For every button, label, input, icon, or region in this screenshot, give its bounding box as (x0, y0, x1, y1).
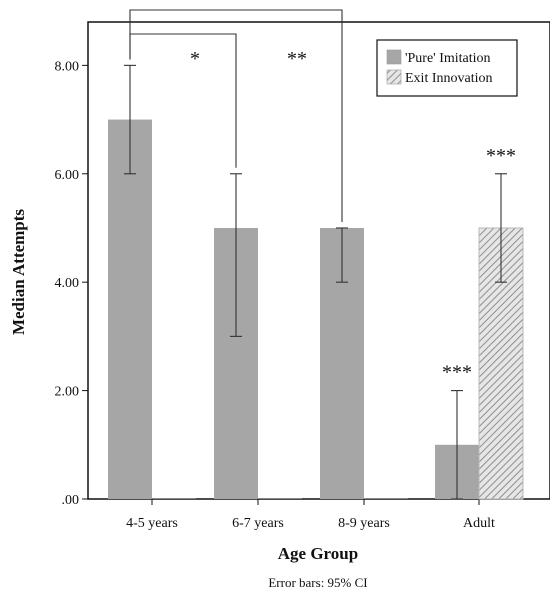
error-bar-footnote: Error bars: 95% CI (268, 575, 367, 590)
y-tick-label: 2.00 (55, 385, 80, 400)
x-tick-label: 6-7 years (232, 516, 284, 531)
bar-pure-imitation (108, 120, 152, 499)
significance-label: ** (287, 48, 307, 70)
x-tick-label: 8-9 years (338, 516, 390, 531)
y-tick-label: 8.00 (55, 59, 80, 74)
y-tick-label: 4.00 (55, 276, 80, 291)
y-axis-title: Median Attempts (9, 209, 28, 335)
legend-swatch (387, 50, 401, 64)
significance-label: *** (486, 145, 516, 167)
y-tick-label: .00 (62, 493, 80, 508)
significance-label: *** (442, 362, 472, 384)
legend-swatch (387, 70, 401, 84)
plot-area: .00 2.00 4.00 6.00 8.00 4-5 years 6-7 years 8-9… (55, 10, 550, 531)
x-tick-label: Adult (463, 516, 495, 531)
x-axis-title: Age Group (278, 544, 358, 563)
legend-label: Exit Innovation (405, 71, 493, 86)
x-tick-label: 4-5 years (126, 516, 178, 531)
y-tick-label: 6.00 (55, 168, 80, 183)
significance-label: * (190, 48, 200, 70)
legend-box (377, 40, 517, 96)
legend-label: 'Pure' Imitation (405, 51, 491, 66)
